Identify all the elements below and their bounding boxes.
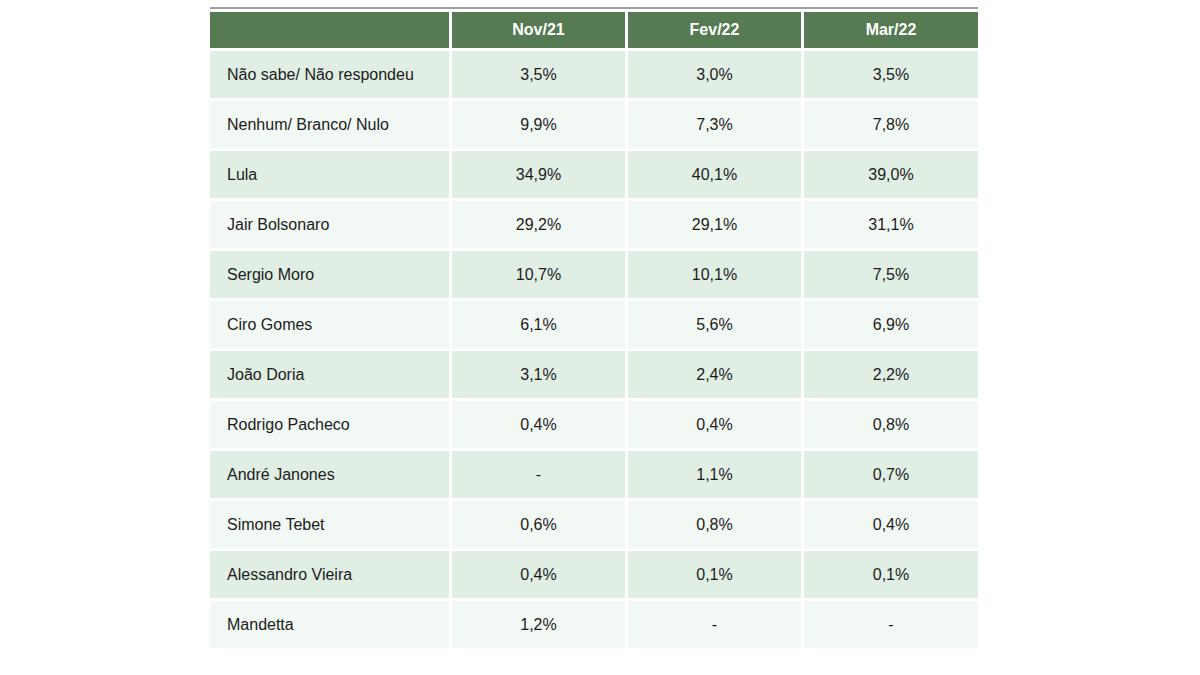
row-label: Nenhum/ Branco/ Nulo — [210, 101, 449, 148]
value-cell: 0,4% — [628, 401, 801, 448]
row-label: Simone Tebet — [210, 501, 449, 548]
value-cell: 3,0% — [628, 51, 801, 98]
value-cell: - — [628, 601, 801, 648]
value-cell: 2,2% — [804, 351, 978, 398]
value-cell: 0,4% — [804, 501, 978, 548]
table-top-border — [210, 7, 978, 9]
value-cell: 7,8% — [804, 101, 978, 148]
value-cell: 0,7% — [804, 451, 978, 498]
value-cell: 0,1% — [804, 551, 978, 598]
value-cell: 29,1% — [628, 201, 801, 248]
value-cell: 2,4% — [628, 351, 801, 398]
value-cell: 0,8% — [804, 401, 978, 448]
row-label: Ciro Gomes — [210, 301, 449, 348]
value-cell: - — [804, 601, 978, 648]
row-label: Rodrigo Pacheco — [210, 401, 449, 448]
value-cell: 34,9% — [452, 151, 625, 198]
value-cell: 29,2% — [452, 201, 625, 248]
row-label: Lula — [210, 151, 449, 198]
value-cell: 3,1% — [452, 351, 625, 398]
value-cell: 31,1% — [804, 201, 978, 248]
value-cell: 3,5% — [452, 51, 625, 98]
value-cell: 7,3% — [628, 101, 801, 148]
value-cell: 0,4% — [452, 551, 625, 598]
poll-grid: Nov/21 Fev/22 Mar/22 Não sabe/ Não respo… — [210, 12, 978, 648]
value-cell: 6,9% — [804, 301, 978, 348]
row-label: Alessandro Vieira — [210, 551, 449, 598]
value-cell: 9,9% — [452, 101, 625, 148]
row-label: João Doria — [210, 351, 449, 398]
value-cell: 5,6% — [628, 301, 801, 348]
value-cell: 10,1% — [628, 251, 801, 298]
value-cell: 6,1% — [452, 301, 625, 348]
row-label: Mandetta — [210, 601, 449, 648]
header-cell-nov21: Nov/21 — [452, 12, 625, 48]
value-cell: 0,6% — [452, 501, 625, 548]
header-cell-fev22: Fev/22 — [628, 12, 801, 48]
value-cell: 40,1% — [628, 151, 801, 198]
value-cell: 10,7% — [452, 251, 625, 298]
value-cell: 0,1% — [628, 551, 801, 598]
value-cell: 39,0% — [804, 151, 978, 198]
value-cell: 3,5% — [804, 51, 978, 98]
value-cell: 1,2% — [452, 601, 625, 648]
page: Nov/21 Fev/22 Mar/22 Não sabe/ Não respo… — [0, 0, 1200, 675]
row-label: Sergio Moro — [210, 251, 449, 298]
row-label: Não sabe/ Não respondeu — [210, 51, 449, 98]
value-cell: 1,1% — [628, 451, 801, 498]
value-cell: 0,4% — [452, 401, 625, 448]
value-cell: - — [452, 451, 625, 498]
header-cell-mar22: Mar/22 — [804, 12, 978, 48]
row-label: Jair Bolsonaro — [210, 201, 449, 248]
value-cell: 7,5% — [804, 251, 978, 298]
row-label: André Janones — [210, 451, 449, 498]
header-corner-cell — [210, 12, 449, 48]
poll-table: Nov/21 Fev/22 Mar/22 Não sabe/ Não respo… — [210, 7, 978, 648]
value-cell: 0,8% — [628, 501, 801, 548]
